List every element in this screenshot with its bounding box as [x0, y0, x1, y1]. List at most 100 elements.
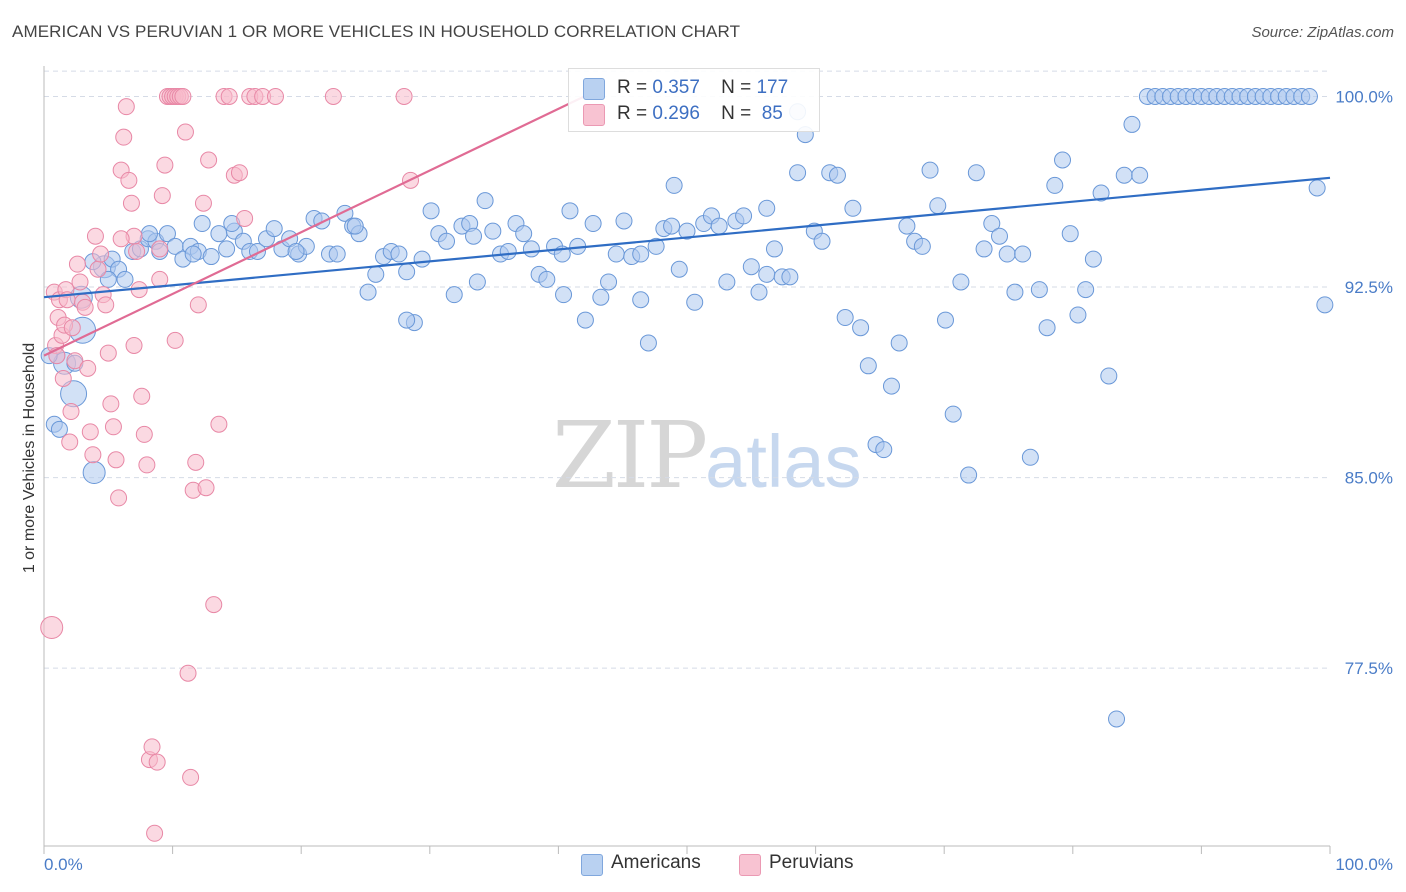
american-point — [390, 245, 408, 263]
american-point — [346, 217, 364, 235]
american-point — [1021, 448, 1039, 466]
americans-legend-label: Americans — [611, 852, 701, 873]
peruvians-n-value: 85 — [761, 103, 783, 124]
peruvian-point — [179, 664, 197, 682]
american-point — [398, 311, 416, 329]
americans-swatch — [583, 78, 605, 100]
peruvian-point — [220, 87, 238, 105]
american-point — [265, 220, 283, 238]
peruvian-point — [138, 456, 156, 474]
american-point — [710, 217, 728, 235]
peruvian-point — [63, 319, 81, 337]
grid-lines — [44, 70, 1330, 669]
peruvian-point — [266, 87, 284, 105]
american-point — [1123, 115, 1141, 133]
peruvians-points — [40, 87, 420, 842]
american-point — [990, 227, 1008, 245]
peruvian-point — [135, 425, 153, 443]
peruvian-point — [66, 352, 84, 370]
american-point — [859, 357, 877, 375]
peruvian-point — [71, 273, 89, 291]
american-point — [758, 199, 776, 217]
legend-text-americans: R = 0.357 N = 177 — [617, 77, 788, 99]
peruvians-n-label: N = — [721, 103, 752, 124]
american-point — [538, 270, 556, 288]
american-point — [1006, 283, 1024, 301]
american-point — [484, 222, 502, 240]
peruvian-point — [230, 164, 248, 182]
peruvians-legend-swatch — [739, 854, 761, 876]
peruvian-point — [99, 344, 117, 362]
peruvians-legend-label: Peruvians — [769, 852, 854, 873]
american-point — [913, 237, 931, 255]
peruvian-point — [76, 298, 94, 316]
american-point — [632, 291, 650, 309]
american-point — [789, 164, 807, 182]
peruvian-point — [210, 415, 228, 433]
american-point — [952, 273, 970, 291]
peruvians-r-value: 0.296 — [652, 103, 700, 124]
american-point — [218, 240, 236, 258]
peruvian-point — [97, 296, 115, 314]
peruvian-point — [146, 824, 164, 842]
american-point — [998, 245, 1016, 263]
american-point — [735, 207, 753, 225]
american-point — [665, 176, 683, 194]
peruvian-point — [174, 87, 192, 105]
american-point — [359, 283, 377, 301]
watermark-zip: ZIP — [552, 402, 708, 509]
peruvian-point — [189, 296, 207, 314]
american-point — [844, 199, 862, 217]
american-point — [1092, 184, 1110, 202]
peruvian-point — [79, 359, 97, 377]
peruvian-point — [84, 446, 102, 464]
peruvian-point — [68, 255, 86, 273]
american-point — [975, 240, 993, 258]
peruvian-point — [194, 194, 212, 212]
american-point — [742, 258, 760, 276]
american-point — [422, 202, 440, 220]
peruvian-point — [81, 423, 99, 441]
legend-text-peruvians: R = 0.296 N = 85 — [617, 103, 783, 125]
american-point — [1014, 245, 1032, 263]
x-tick-label-min: 0.0% — [44, 855, 83, 874]
american-point — [468, 273, 486, 291]
american-point — [499, 242, 517, 260]
american-point — [82, 461, 106, 485]
american-point — [465, 227, 483, 245]
american-point — [50, 420, 68, 438]
american-point — [445, 286, 463, 304]
peruvian-point — [92, 245, 110, 263]
american-point — [116, 270, 134, 288]
peruvian-point — [236, 209, 254, 227]
american-point — [202, 248, 220, 266]
american-point — [632, 245, 650, 263]
american-point — [615, 212, 633, 230]
peruvian-point — [120, 171, 138, 189]
american-point — [663, 217, 681, 235]
peruvian-point — [89, 260, 107, 278]
peruvians-r-label: R = — [617, 103, 648, 124]
source-label: Source: ZipAtlas.com — [1251, 24, 1394, 41]
americans-r-label: R = — [617, 77, 648, 98]
peruvian-point — [143, 738, 161, 756]
peruvian-point — [182, 768, 200, 786]
american-point — [1069, 306, 1087, 324]
american-point — [686, 293, 704, 311]
american-point — [1084, 250, 1102, 268]
american-point — [584, 215, 602, 233]
peruvian-point — [148, 753, 166, 771]
peruvian-point — [166, 331, 184, 349]
american-point — [750, 283, 768, 301]
american-point — [607, 245, 625, 263]
peruvian-point — [61, 433, 79, 451]
american-point — [1046, 176, 1064, 194]
american-point — [890, 334, 908, 352]
american-point — [921, 161, 939, 179]
american-point — [515, 225, 533, 243]
american-point — [670, 260, 688, 278]
peruvian-point — [110, 489, 128, 507]
americans-n-label: N = — [721, 77, 752, 98]
peruvian-point — [122, 194, 140, 212]
